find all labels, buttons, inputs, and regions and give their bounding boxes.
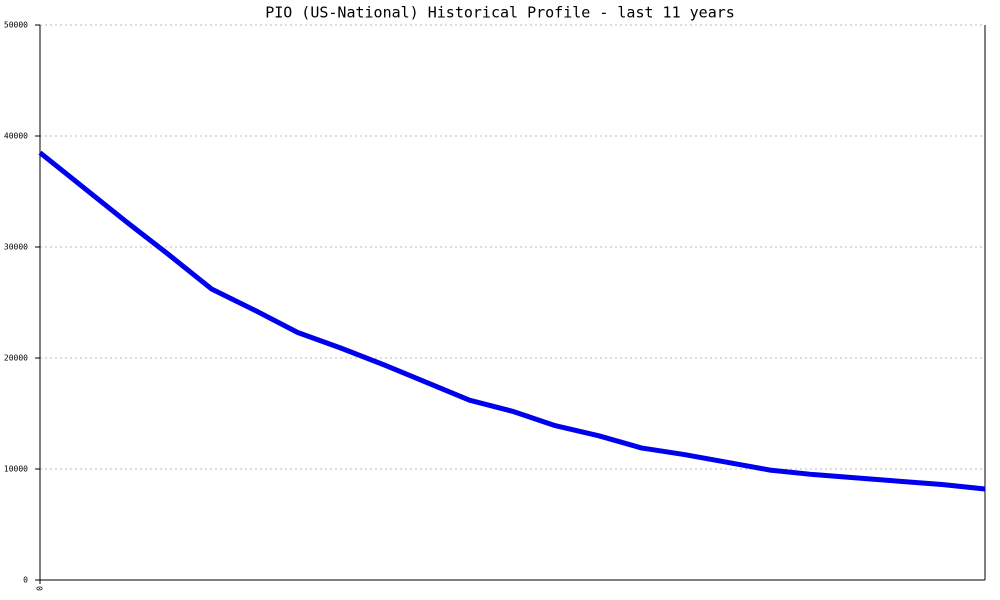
chart-title: PIO (US-National) Historical Profile - l… — [265, 4, 735, 22]
y-tick-label: 50000 — [4, 21, 28, 30]
x-tick-label: 0 — [36, 586, 45, 591]
y-tick-label: 10000 — [4, 465, 28, 474]
line — [38, 150, 986, 492]
y-tick-label: 0 — [23, 576, 28, 585]
y-tick-label: 30000 — [4, 243, 28, 252]
y-tick-label: 40000 — [4, 132, 28, 141]
y-tick-label: 20000 — [4, 354, 28, 363]
